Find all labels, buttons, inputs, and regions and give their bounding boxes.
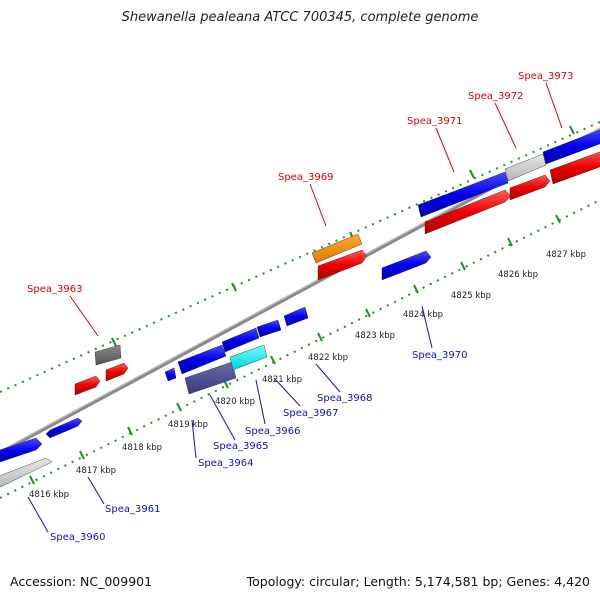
- major-ticks: [29, 125, 575, 485]
- reverse-leader-lines: [27, 305, 433, 533]
- gene-block-slate: [184, 361, 237, 395]
- gene-block-dark: [94, 344, 122, 366]
- forward-tick-track: [0, 121, 600, 393]
- gene-label-spea-3960: Spea_3960: [50, 532, 105, 543]
- gene-label-spea-3971: Spea_3971: [407, 116, 462, 127]
- gene-arrow-blue: [283, 306, 309, 327]
- gene-block-blue: [0, 437, 43, 463]
- forward-leader-lines: [69, 82, 563, 337]
- gene-label-spea-3972: Spea_3972: [468, 91, 523, 102]
- gene-arrow-red: [105, 362, 129, 382]
- forward-gene-labels: Spea_3963 Spea_3969 Spea_3971 Spea_3972 …: [27, 71, 573, 295]
- gene-arrow-blue: [164, 367, 177, 382]
- scale-label: 4816 kbp: [29, 490, 69, 500]
- gene-label-spea-3963: Spea_3963: [27, 284, 82, 295]
- scale-label: 4827 kbp: [546, 250, 586, 260]
- gene-block-orange: [311, 233, 363, 264]
- gene-arrow-blue: [381, 250, 432, 281]
- scale-label: 4824 kbp: [403, 310, 443, 320]
- gene-block-blue: [417, 171, 509, 218]
- scale-label: 4825 kbp: [451, 291, 491, 301]
- scale-label: 4822 kbp: [308, 353, 348, 363]
- gene-block-cyan: [229, 344, 268, 371]
- gene-block-red: [549, 151, 600, 185]
- gene-block-blue: [177, 344, 227, 375]
- gene-label-spea-3973: Spea_3973: [518, 71, 573, 82]
- gene-block-blue: [542, 129, 600, 165]
- gene-features: [0, 129, 600, 488]
- gene-label-spea-3965: Spea_3965: [213, 441, 268, 452]
- gene-label-spea-3970: Spea_3970: [412, 350, 467, 361]
- gene-label-spea-3969: Spea_3969: [278, 172, 333, 183]
- gene-label-spea-3968: Spea_3968: [317, 393, 372, 404]
- scale-label: 4818 kbp: [122, 443, 162, 453]
- gene-label-spea-3961: Spea_3961: [105, 504, 160, 515]
- accession-text: Accession: NC_009901: [10, 574, 153, 589]
- gene-block-blue: [221, 327, 260, 353]
- genome-summary-text: Topology: circular; Length: 5,174,581 bp…: [246, 574, 590, 589]
- scale-label: 4823 kbp: [355, 331, 395, 341]
- scale-label: 4821 kbp: [262, 375, 302, 385]
- gene-arrow-red: [424, 189, 512, 235]
- gene-arrow-red: [509, 174, 551, 201]
- gene-arrow-blue: [45, 417, 83, 439]
- gene-label-spea-3967: Spea_3967: [283, 408, 338, 419]
- gene-arrow-red: [317, 249, 368, 281]
- gene-arrow-blue: [256, 319, 282, 338]
- gene-arrow-red: [74, 375, 101, 396]
- map-title: Shewanella pealeana ATCC 700345, complet…: [121, 10, 479, 25]
- gene-label-spea-3966: Spea_3966: [245, 426, 300, 437]
- gene-label-spea-3964: Spea_3964: [198, 458, 253, 469]
- reverse-tick-track: [0, 199, 600, 499]
- scale-label: 4820 kbp: [215, 397, 255, 407]
- scale-labels: 4816 kbp 4817 kbp 4818 kbp 4819 kbp 4820…: [29, 250, 586, 500]
- scale-label: 4826 kbp: [498, 270, 538, 280]
- scale-label: 4819 kbp: [168, 420, 208, 430]
- reverse-gene-labels: Spea_3960 Spea_3961 Spea_3964 Spea_3965 …: [50, 350, 467, 543]
- scale-label: 4817 kbp: [76, 466, 116, 476]
- gene-block-grey: [504, 153, 547, 182]
- gene-block-grey: [0, 457, 53, 488]
